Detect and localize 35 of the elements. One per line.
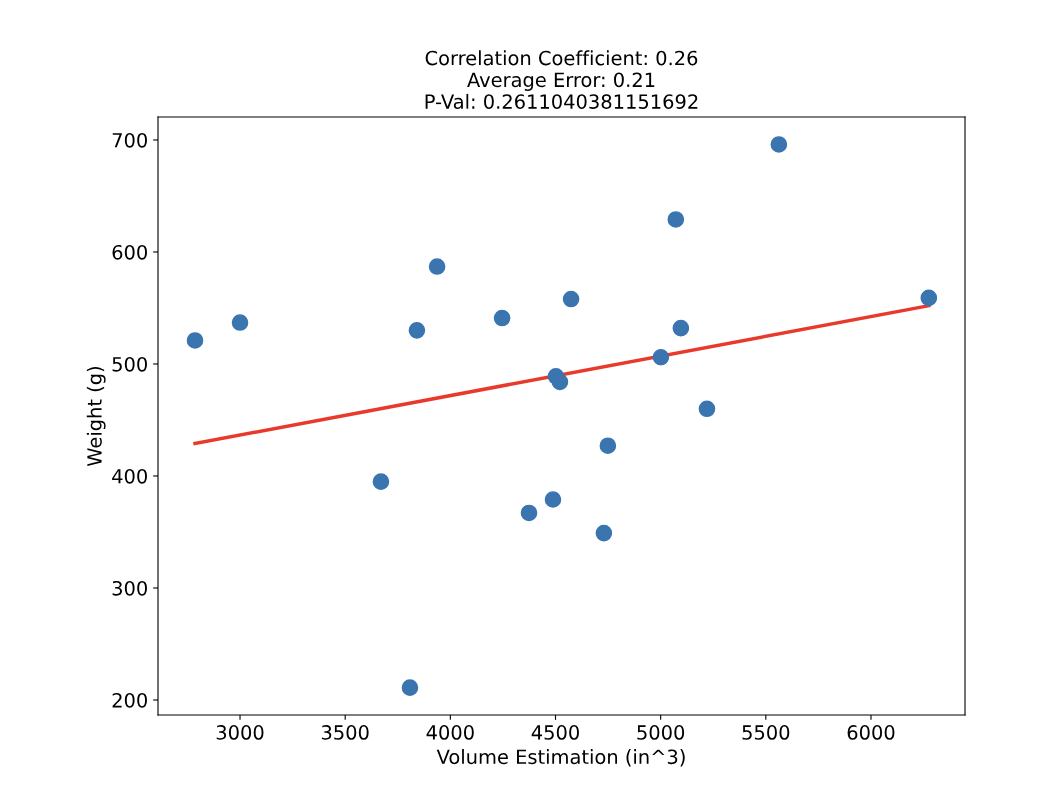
x-tick-label: 3500 bbox=[321, 725, 369, 740]
x-axis-title: Volume Estimation (in^3) bbox=[436, 749, 685, 767]
point bbox=[372, 473, 390, 490]
point bbox=[493, 309, 511, 327]
y-tick-label: 600 bbox=[112, 244, 147, 260]
y-tick-label: 400 bbox=[112, 468, 147, 484]
point bbox=[428, 258, 446, 275]
y-tick-label: 500 bbox=[112, 356, 147, 372]
x-tick-label: 4500 bbox=[531, 725, 579, 740]
point bbox=[551, 373, 569, 391]
x-tick-label: 6000 bbox=[847, 725, 895, 740]
point bbox=[401, 679, 419, 696]
x-tick-label: 4000 bbox=[426, 725, 474, 740]
point bbox=[599, 437, 617, 455]
point bbox=[672, 319, 690, 337]
point bbox=[186, 332, 204, 349]
x-tick-label: 5500 bbox=[742, 725, 790, 740]
y-axis-title: Weight (g) bbox=[86, 366, 106, 467]
point bbox=[231, 314, 249, 331]
point bbox=[595, 524, 613, 542]
point bbox=[562, 290, 580, 308]
point bbox=[920, 289, 938, 307]
point bbox=[544, 491, 562, 508]
point bbox=[652, 348, 670, 366]
point bbox=[770, 136, 788, 153]
point bbox=[408, 322, 426, 339]
y-tick-label: 300 bbox=[112, 580, 147, 596]
y-tick-label: 200 bbox=[112, 692, 147, 708]
point bbox=[667, 211, 685, 228]
point bbox=[520, 504, 538, 522]
y-tick-label: 700 bbox=[112, 132, 147, 148]
x-tick-label: 5000 bbox=[637, 725, 685, 740]
point bbox=[698, 400, 716, 418]
chart-title: Correlation Coefficient: 0.26 Average Error: 0.21 P-Val: 0.2611040381151692 bbox=[425, 50, 698, 109]
x-tick-label: 3000 bbox=[216, 725, 264, 740]
